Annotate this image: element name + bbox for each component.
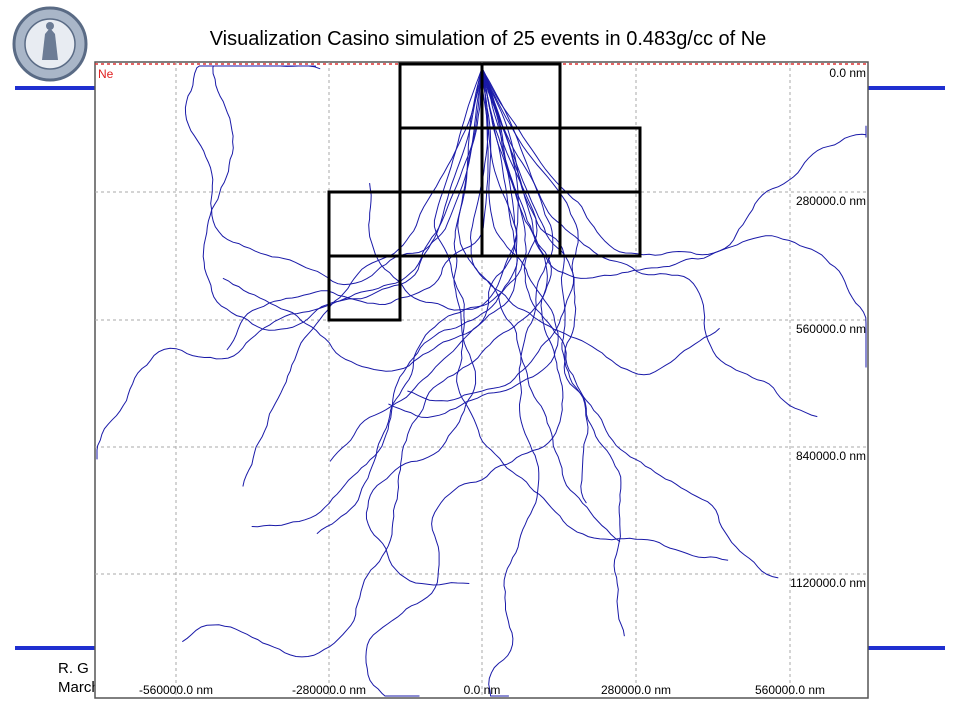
y-tick-label: 560000.0 nm	[796, 322, 866, 336]
trajectory	[316, 67, 527, 535]
y-tick-label: 0.0 nm	[829, 66, 866, 80]
trajectory	[184, 65, 483, 286]
footer-text: R. G	[58, 660, 89, 677]
x-tick-label: 280000.0 nm	[601, 683, 671, 697]
trajectory	[407, 67, 579, 402]
trajectory	[226, 67, 489, 351]
x-tick-label: -560000.0 nm	[139, 683, 213, 697]
y-tick-label: 1120000.0 nm	[790, 576, 866, 590]
trajectory	[182, 67, 552, 658]
trajectory	[481, 67, 589, 504]
title: Visualization Casino simulation of 25 ev…	[210, 28, 767, 50]
trajectory	[388, 67, 559, 419]
cell	[327, 254, 402, 322]
y-tick-label: 280000.0 nm	[796, 194, 866, 208]
x-tick-label: -280000.0 nm	[292, 683, 366, 697]
cell	[558, 190, 642, 258]
trajectory	[469, 67, 720, 376]
trajectory	[481, 67, 867, 256]
trajectory	[242, 67, 483, 487]
trajectory	[96, 67, 483, 460]
trajectory	[222, 67, 518, 372]
logo	[12, 6, 88, 82]
trajectory	[481, 67, 554, 697]
x-tick-label: 560000.0 nm	[755, 683, 825, 697]
y-tick-label: 840000.0 nm	[796, 449, 866, 463]
footer-text: March	[58, 679, 100, 696]
trajectory	[365, 67, 483, 586]
trajectory	[368, 67, 518, 311]
x-tick-label: 0.0 nm	[464, 683, 501, 697]
trajectory	[481, 67, 818, 418]
trajectory	[251, 67, 518, 528]
plot	[94, 61, 869, 699]
element-label: Ne	[98, 67, 114, 81]
trajectory	[433, 67, 729, 561]
trajectory	[329, 67, 519, 462]
